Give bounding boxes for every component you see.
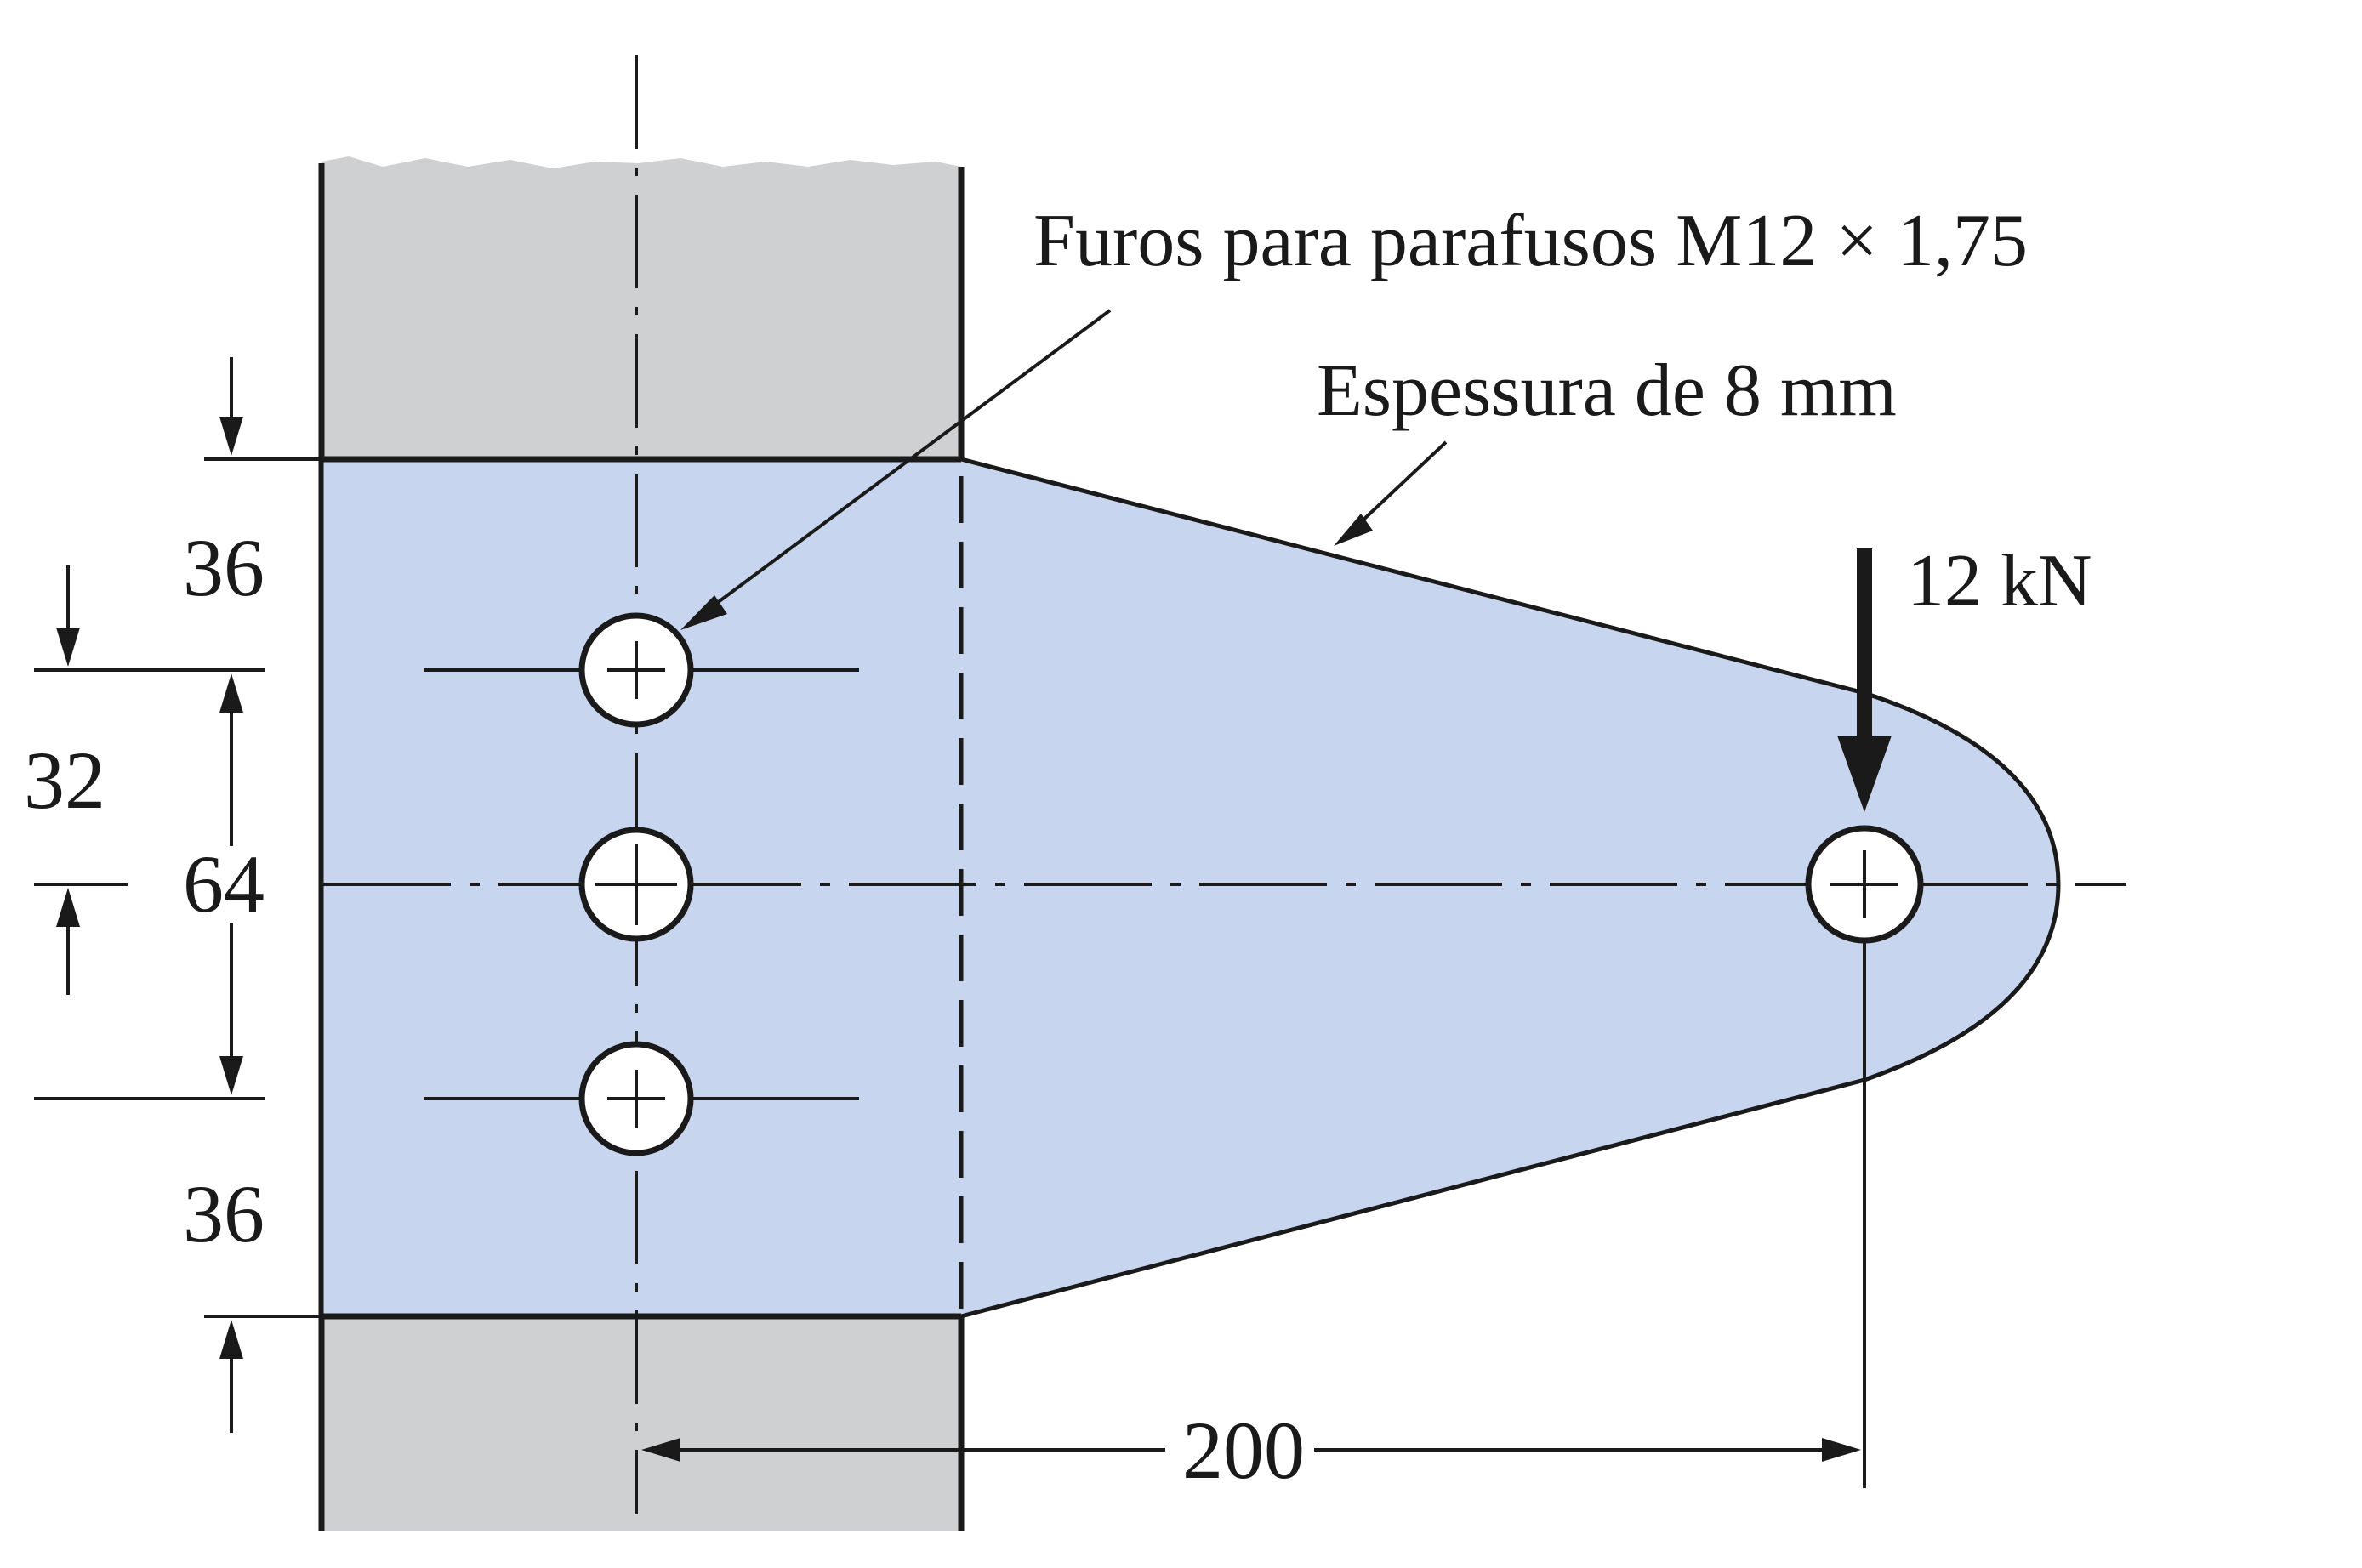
dimension-top-arrow: [219, 357, 243, 456]
thickness-leader: [1334, 440, 1448, 546]
bracket-plate: [319, 457, 2061, 1319]
bolt-holes-label: Furos para parafusos M12 × 1,75: [1033, 200, 2028, 282]
dimension-half-spacing-arrows: [56, 565, 80, 995]
dimension-load-distance: 200: [1182, 1405, 1305, 1496]
bolt-hole-top: [578, 612, 694, 728]
dimension-bottom-arrow: [219, 1320, 243, 1433]
bolt-hole-middle: [578, 827, 694, 942]
dimension-hole-spacing: 64: [183, 838, 265, 929]
load-hole: [1805, 825, 1924, 944]
dimension-half-spacing: 32: [24, 735, 105, 826]
bolt-hole-bottom: [578, 1041, 694, 1156]
thickness-label: Espessura de 8 mm: [1317, 349, 1897, 432]
load-arrow-icon: [1837, 548, 1892, 812]
dimension-load-distance-arrows: [641, 1438, 1861, 1462]
dimension-bottom-edge: 36: [183, 1168, 265, 1259]
bolt-holes-leader: [680, 309, 1112, 630]
load-label: 12 kN: [1907, 540, 2092, 622]
dimension-top-edge: 36: [183, 522, 265, 613]
dimension-spacing-arrows: [219, 673, 243, 1095]
